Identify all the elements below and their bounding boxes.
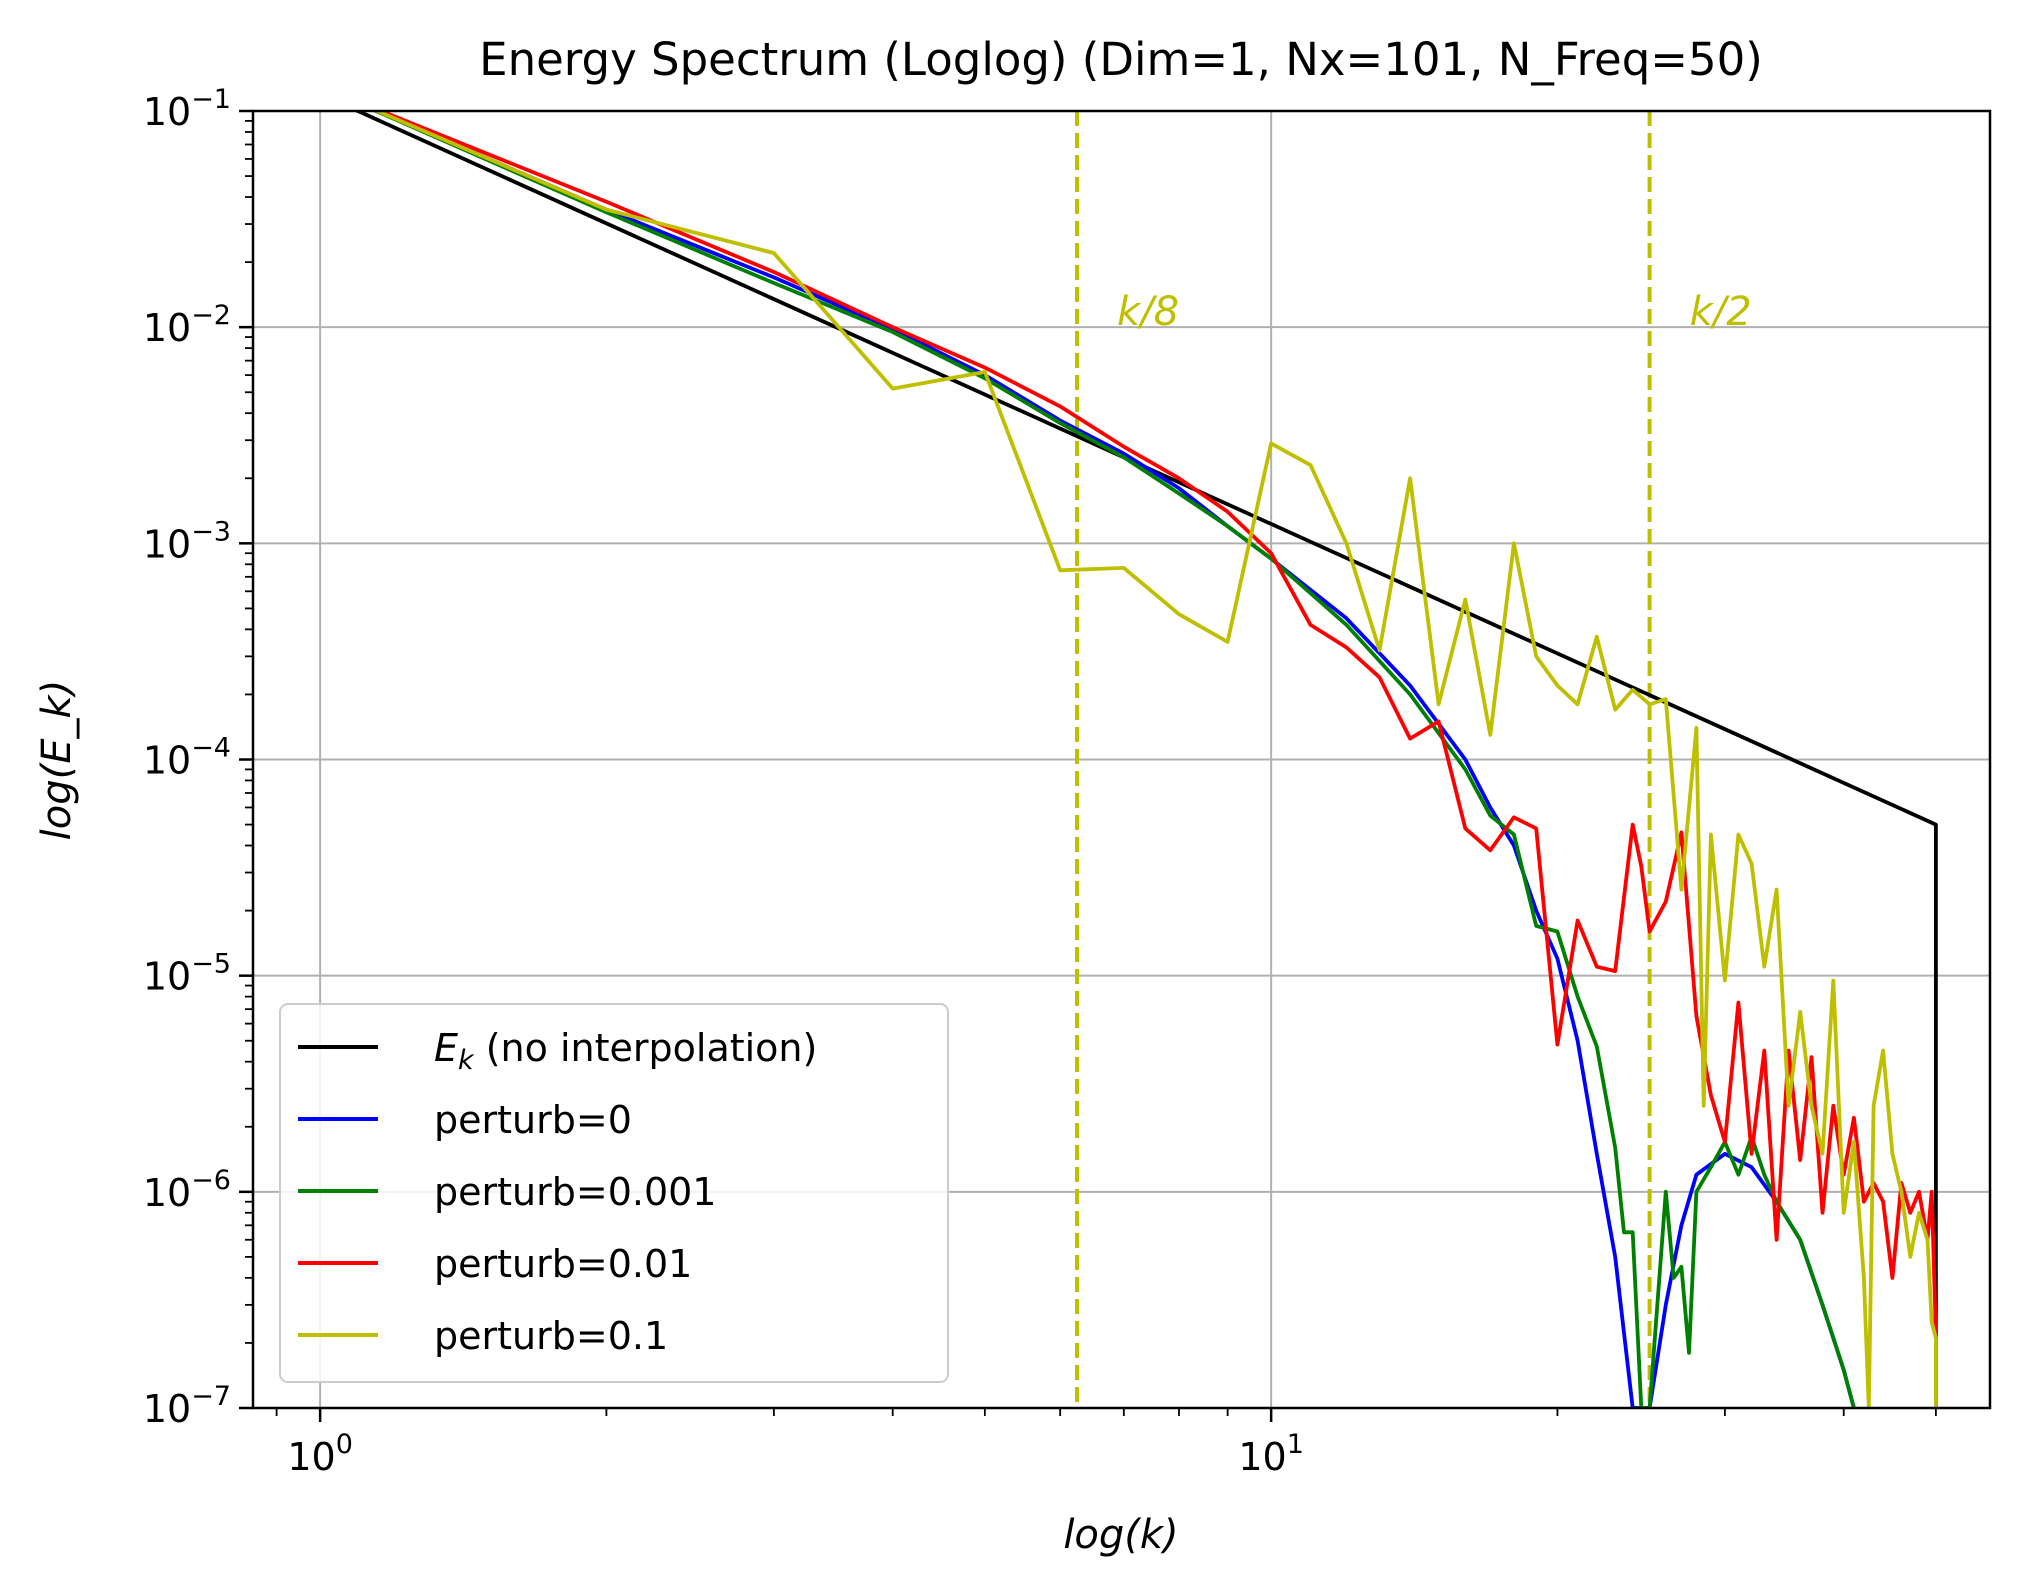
- series-line: [371, 111, 1856, 1408]
- minor-ticks: [245, 119, 1937, 1416]
- legend-label: perturb=0.01: [434, 1242, 692, 1286]
- x-axis-label-text: log(k): [1063, 1512, 1178, 1558]
- y-tick-label: 10−2: [143, 300, 231, 350]
- x-tick-label: 100: [287, 1429, 353, 1479]
- legend: Ek (no interpolation) perturb=0 perturb=0.…: [279, 1003, 949, 1383]
- y-axis-label-text: log(E_k): [34, 680, 80, 841]
- x-axis-label: log(k): [1063, 1512, 1178, 1558]
- legend-label: perturb=0.001: [434, 1170, 716, 1214]
- y-tick-label: 10−5: [143, 949, 231, 999]
- legend-label: Ek (no interpolation): [434, 1026, 817, 1076]
- y-tick-label: 10−6: [143, 1165, 231, 1215]
- y-tick-label: 10−4: [143, 733, 231, 783]
- legend-box: [279, 1003, 949, 1383]
- y-tick-label: 10−1: [143, 84, 231, 134]
- y-axis-label: log(E_k): [34, 680, 80, 841]
- data-series: [353, 111, 1938, 1408]
- reference-line-label: k/8: [1117, 289, 1179, 335]
- y-tick-label: 10−3: [143, 516, 231, 566]
- reference-lines: k/8 k/2: [1075, 111, 1752, 1408]
- series-line: [353, 111, 1938, 1408]
- series-line: [372, 111, 1938, 1408]
- x-tick-label: 101: [1238, 1429, 1304, 1479]
- y-tick-label: 10−7: [143, 1381, 231, 1431]
- legend-label: perturb=0: [434, 1098, 632, 1142]
- axis-ticks: 100 101 10−1 10−2 10−3 10−4 10−5 10−6 10−7: [143, 84, 1304, 1479]
- chart-title: Energy Spectrum (Loglog) (Dim=1, Nx=101,…: [479, 33, 1763, 86]
- legend-label: perturb=0.1: [434, 1314, 668, 1358]
- series-line: [376, 111, 1938, 1335]
- reference-line-label: k/2: [1690, 289, 1752, 335]
